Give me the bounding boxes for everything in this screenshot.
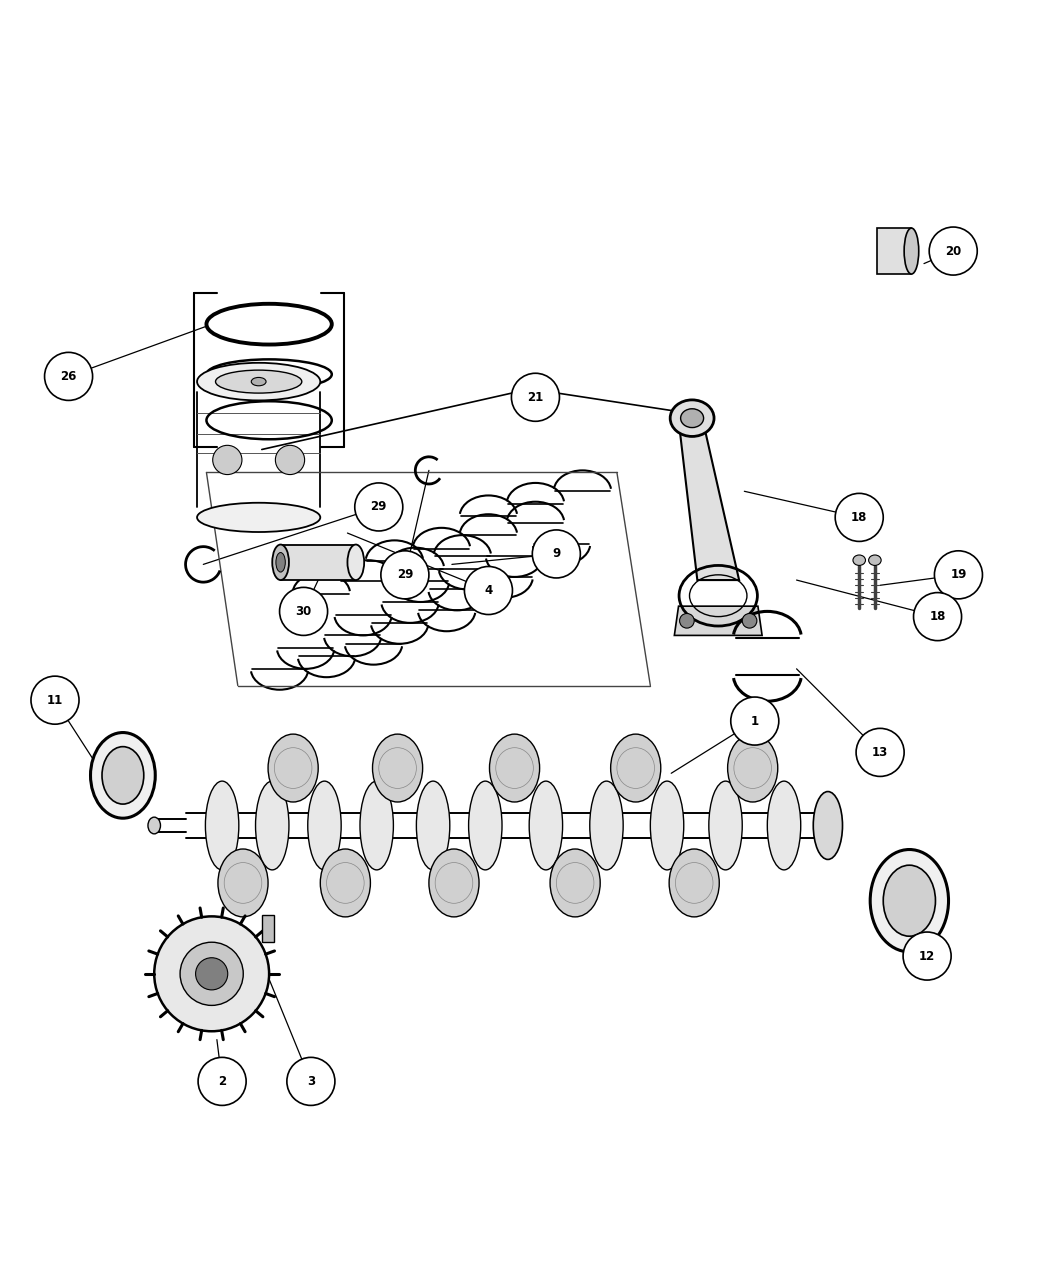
Ellipse shape	[308, 782, 341, 870]
Ellipse shape	[417, 782, 449, 870]
Ellipse shape	[669, 849, 719, 917]
Ellipse shape	[611, 734, 660, 802]
Text: 18: 18	[852, 511, 867, 524]
Text: 3: 3	[307, 1075, 315, 1088]
Ellipse shape	[360, 782, 394, 870]
Ellipse shape	[276, 552, 286, 572]
Ellipse shape	[883, 866, 936, 936]
Ellipse shape	[709, 782, 742, 870]
Ellipse shape	[680, 409, 704, 427]
Circle shape	[195, 958, 228, 989]
Text: 21: 21	[527, 390, 544, 404]
Ellipse shape	[768, 782, 801, 870]
Text: 18: 18	[929, 611, 946, 623]
Ellipse shape	[650, 782, 684, 870]
Text: 26: 26	[61, 370, 77, 382]
Ellipse shape	[206, 782, 238, 870]
Circle shape	[44, 352, 92, 400]
Polygon shape	[679, 428, 739, 580]
Circle shape	[355, 483, 403, 530]
Text: 4: 4	[484, 584, 492, 597]
Ellipse shape	[275, 445, 304, 474]
Text: 30: 30	[295, 604, 312, 618]
Circle shape	[679, 613, 694, 629]
Polygon shape	[674, 606, 762, 635]
Circle shape	[914, 593, 962, 640]
Circle shape	[381, 551, 428, 599]
Ellipse shape	[197, 502, 320, 532]
Ellipse shape	[489, 734, 540, 802]
Ellipse shape	[348, 544, 364, 580]
Circle shape	[856, 728, 904, 776]
Text: 2: 2	[218, 1075, 226, 1088]
Circle shape	[32, 676, 79, 724]
Ellipse shape	[218, 849, 268, 917]
Ellipse shape	[251, 377, 266, 386]
Ellipse shape	[102, 747, 144, 805]
Circle shape	[511, 374, 560, 421]
Circle shape	[279, 588, 328, 635]
Ellipse shape	[255, 782, 289, 870]
Ellipse shape	[268, 734, 318, 802]
Circle shape	[180, 942, 244, 1006]
Polygon shape	[877, 228, 911, 274]
Ellipse shape	[853, 555, 865, 565]
Circle shape	[287, 1057, 335, 1105]
Polygon shape	[280, 544, 356, 580]
Text: 20: 20	[945, 245, 962, 258]
Ellipse shape	[90, 733, 155, 819]
Ellipse shape	[373, 734, 423, 802]
Ellipse shape	[550, 849, 601, 917]
Text: 9: 9	[552, 547, 561, 561]
Ellipse shape	[148, 817, 161, 834]
Text: 13: 13	[872, 746, 888, 759]
Ellipse shape	[904, 228, 919, 274]
Ellipse shape	[814, 792, 842, 859]
Circle shape	[532, 530, 581, 578]
Circle shape	[198, 1057, 246, 1105]
Ellipse shape	[868, 555, 881, 565]
Ellipse shape	[272, 544, 289, 580]
Ellipse shape	[590, 782, 624, 870]
Circle shape	[835, 493, 883, 542]
Text: 11: 11	[47, 694, 63, 706]
Ellipse shape	[428, 849, 479, 917]
Ellipse shape	[468, 782, 502, 870]
Text: 29: 29	[371, 501, 387, 514]
Circle shape	[731, 697, 779, 745]
Ellipse shape	[197, 363, 320, 400]
Circle shape	[903, 932, 951, 980]
Circle shape	[154, 917, 269, 1031]
Circle shape	[742, 613, 757, 629]
Ellipse shape	[320, 849, 371, 917]
Ellipse shape	[215, 370, 301, 393]
Ellipse shape	[529, 782, 563, 870]
Text: 19: 19	[950, 569, 967, 581]
Circle shape	[464, 566, 512, 615]
Circle shape	[934, 551, 983, 599]
Ellipse shape	[728, 734, 778, 802]
Text: 1: 1	[751, 714, 759, 728]
Circle shape	[929, 227, 978, 275]
Polygon shape	[261, 915, 274, 942]
Ellipse shape	[670, 400, 714, 436]
Ellipse shape	[870, 849, 948, 952]
Ellipse shape	[213, 445, 242, 474]
Text: 12: 12	[919, 950, 936, 963]
Text: 29: 29	[397, 569, 413, 581]
